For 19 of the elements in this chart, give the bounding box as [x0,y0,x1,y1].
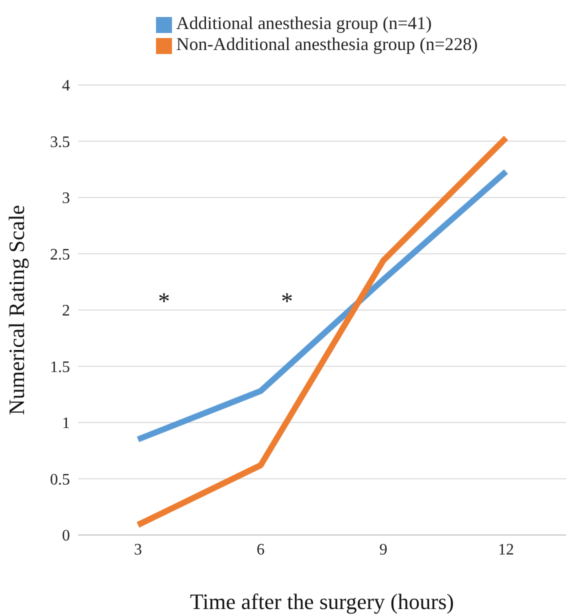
y-tick-label: 3.5 [50,134,70,151]
x-tick-label: 9 [379,541,388,558]
y-tick-label: 1 [62,415,70,432]
legend-label: Additional anesthesia group (n=41) [176,13,432,33]
x-axis-title: Time after the surgery (hours) [190,589,454,614]
y-axis-title: Numerical Rating Scale [4,204,29,416]
y-tick-label: 4 [62,78,70,95]
y-tick-label: 2 [62,302,70,320]
y-tick-label: 3 [62,190,70,208]
y-tick-label: 0 [62,528,70,545]
x-tick-label: 6 [256,541,265,558]
legend-label: Non-Additional anesthesia group (n=228) [176,34,478,54]
annotation: * [158,289,170,315]
x-tick-label: 3 [134,541,142,558]
x-tick-label: 12 [498,541,514,558]
y-tick-label: 1.5 [50,358,70,376]
y-tick-label: 0.5 [50,471,70,488]
annotation: * [281,289,293,315]
y-tick-label: 2.5 [50,246,70,264]
